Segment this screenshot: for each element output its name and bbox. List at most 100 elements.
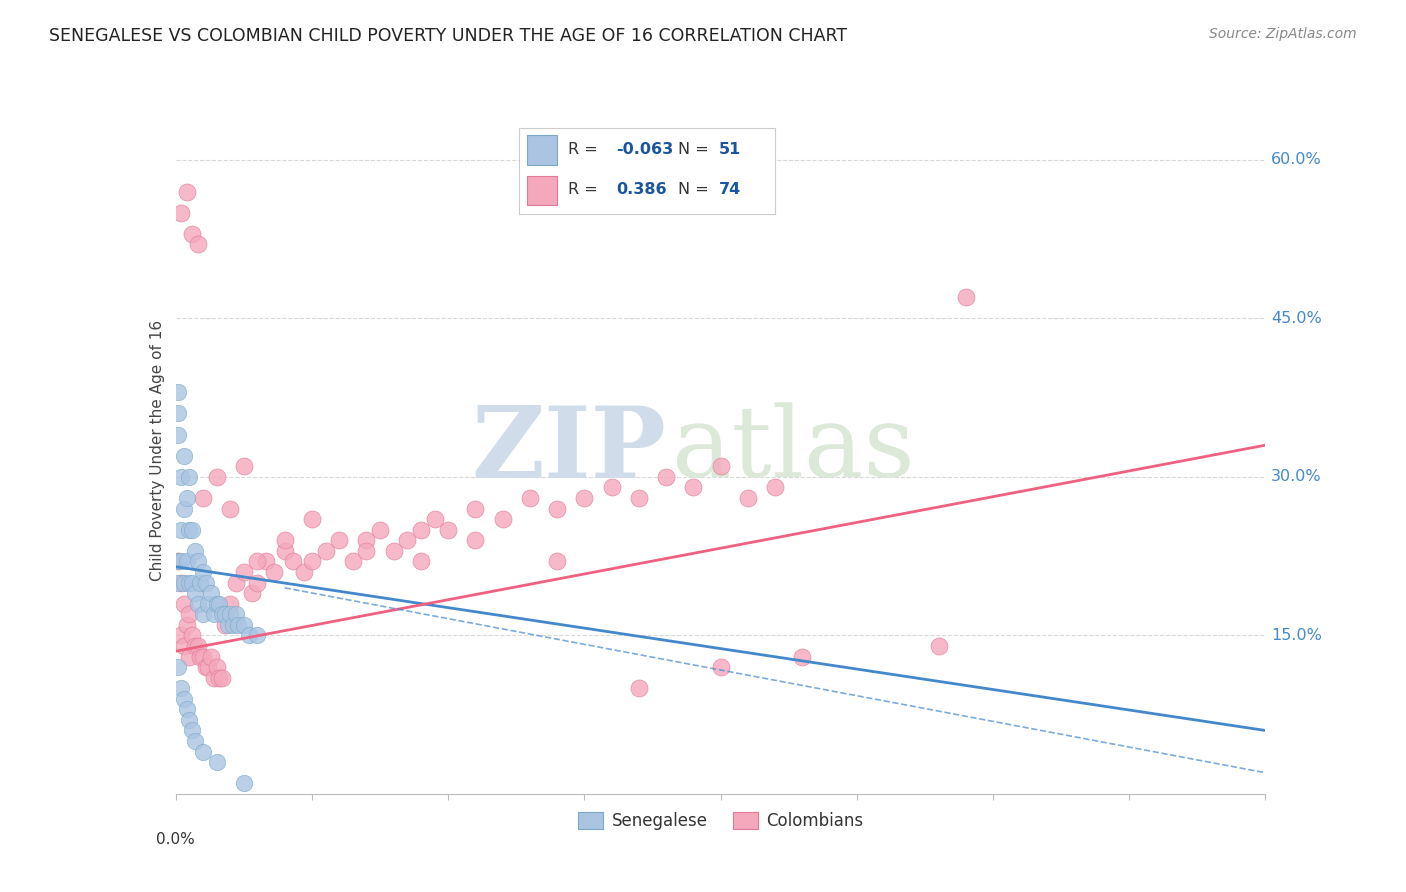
Point xyxy=(396,533,419,548)
Point xyxy=(191,745,214,759)
Point xyxy=(197,597,219,611)
Legend: Senegalese, Colombians: Senegalese, Colombians xyxy=(571,805,870,837)
Point xyxy=(205,597,228,611)
Point xyxy=(173,639,195,653)
Point xyxy=(437,523,460,537)
Point xyxy=(214,607,236,622)
Point xyxy=(301,512,323,526)
Point xyxy=(167,407,190,421)
Point xyxy=(194,660,217,674)
Point xyxy=(197,660,219,674)
Point xyxy=(181,723,204,738)
Point xyxy=(202,607,225,622)
Point xyxy=(368,523,391,537)
Point xyxy=(179,649,201,664)
Point xyxy=(200,586,222,600)
Text: 30.0%: 30.0% xyxy=(1271,469,1322,484)
Point xyxy=(928,639,950,653)
Point xyxy=(219,501,242,516)
Point xyxy=(173,449,195,463)
Point xyxy=(211,671,233,685)
Point xyxy=(191,649,214,664)
Text: 60.0%: 60.0% xyxy=(1271,153,1322,168)
Point xyxy=(519,491,541,505)
Y-axis label: Child Poverty Under the Age of 16: Child Poverty Under the Age of 16 xyxy=(149,320,165,581)
Point xyxy=(179,713,201,727)
Point xyxy=(546,554,568,568)
Point xyxy=(356,533,378,548)
Point xyxy=(181,227,204,241)
Point xyxy=(246,575,269,590)
Point xyxy=(232,565,254,579)
Point xyxy=(409,523,432,537)
Point xyxy=(211,607,233,622)
Point xyxy=(179,523,201,537)
Text: 45.0%: 45.0% xyxy=(1271,311,1322,326)
Point xyxy=(181,575,204,590)
Point xyxy=(170,681,193,696)
Point xyxy=(173,575,195,590)
Point xyxy=(464,533,486,548)
Point xyxy=(225,607,247,622)
Point xyxy=(423,512,446,526)
Point xyxy=(238,628,260,642)
Text: ZIP: ZIP xyxy=(471,402,666,499)
Text: Source: ZipAtlas.com: Source: ZipAtlas.com xyxy=(1209,27,1357,41)
Point xyxy=(176,554,198,568)
Point xyxy=(627,491,650,505)
Point xyxy=(219,607,242,622)
Point xyxy=(737,491,759,505)
Point xyxy=(382,544,405,558)
Point xyxy=(627,681,650,696)
Point xyxy=(176,702,198,716)
Point xyxy=(292,565,315,579)
Point xyxy=(173,501,195,516)
Point xyxy=(167,427,190,442)
Point xyxy=(792,649,814,664)
Point xyxy=(301,554,323,568)
Point xyxy=(240,586,263,600)
Point xyxy=(181,628,204,642)
Point xyxy=(176,491,198,505)
Point xyxy=(186,237,209,252)
Point xyxy=(342,554,364,568)
Point xyxy=(254,554,277,568)
Point xyxy=(246,628,269,642)
Text: 0.0%: 0.0% xyxy=(156,831,195,847)
Point xyxy=(170,628,193,642)
Point xyxy=(167,660,190,674)
Point xyxy=(186,639,209,653)
Point xyxy=(328,533,350,548)
Point xyxy=(208,597,231,611)
Point xyxy=(655,470,678,484)
Point xyxy=(176,617,198,632)
Point xyxy=(173,597,195,611)
Point xyxy=(184,586,207,600)
Text: SENEGALESE VS COLOMBIAN CHILD POVERTY UNDER THE AGE OF 16 CORRELATION CHART: SENEGALESE VS COLOMBIAN CHILD POVERTY UN… xyxy=(49,27,848,45)
Point xyxy=(191,565,214,579)
Point xyxy=(492,512,515,526)
Point xyxy=(315,544,337,558)
Point xyxy=(173,691,195,706)
Point xyxy=(232,459,254,474)
Point xyxy=(205,755,228,769)
Point xyxy=(167,554,190,568)
Point xyxy=(200,649,222,664)
Point xyxy=(179,575,201,590)
Point xyxy=(409,554,432,568)
Point xyxy=(167,554,190,568)
Point xyxy=(184,639,207,653)
Point xyxy=(202,671,225,685)
Point xyxy=(167,575,190,590)
Point xyxy=(232,617,254,632)
Point xyxy=(763,480,786,494)
Point xyxy=(208,671,231,685)
Point xyxy=(186,597,209,611)
Point xyxy=(546,501,568,516)
Point xyxy=(170,470,193,484)
Point xyxy=(170,575,193,590)
Point xyxy=(214,617,236,632)
Point xyxy=(682,480,704,494)
Point xyxy=(228,617,250,632)
Point xyxy=(574,491,596,505)
